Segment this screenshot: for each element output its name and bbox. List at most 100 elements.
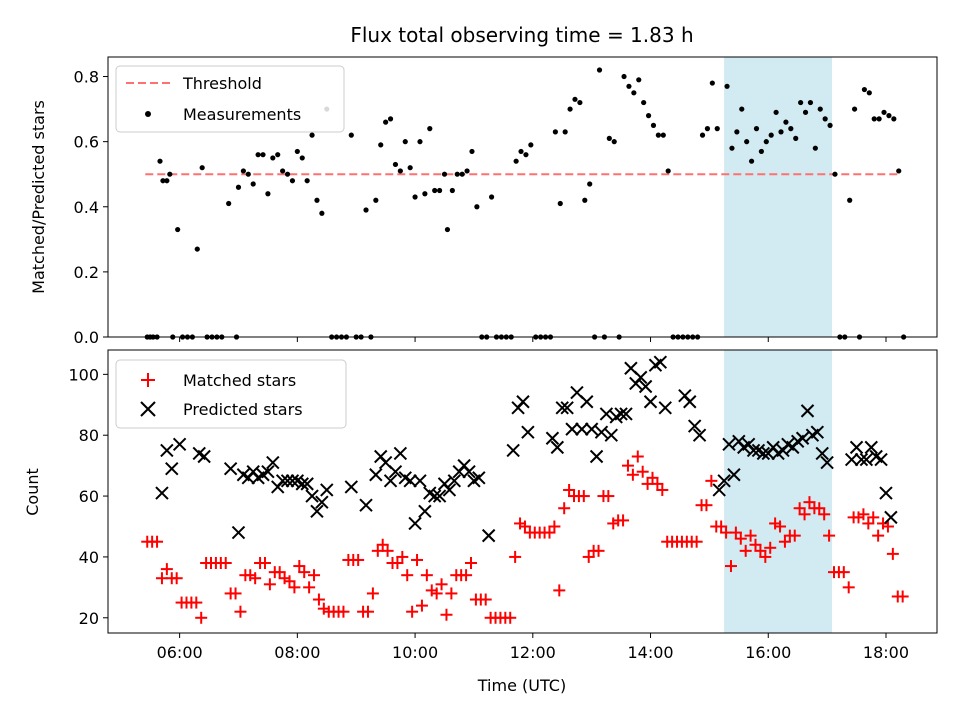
measurement-point bbox=[518, 148, 524, 155]
matched-star-point bbox=[298, 566, 311, 579]
matched-star-point bbox=[872, 529, 885, 542]
matched-star-point bbox=[886, 547, 899, 560]
measurement-point bbox=[407, 165, 413, 171]
measurement-point bbox=[699, 132, 706, 138]
predicted-star-point bbox=[223, 461, 238, 476]
predicted-star-point bbox=[643, 395, 658, 409]
measurement-point bbox=[427, 126, 433, 132]
predicted-star-point bbox=[727, 468, 741, 482]
y-tick-label: 60 bbox=[79, 487, 99, 506]
bottom-x-ticks: 06:00 08:00 10:00 12:00 14:00 16:00 18:00 bbox=[157, 633, 909, 662]
y-tick-label: 0.2 bbox=[74, 263, 99, 282]
measurement-point bbox=[444, 226, 451, 233]
top-highlight-layer bbox=[724, 57, 833, 337]
measurement-point bbox=[606, 135, 612, 141]
measurement-point bbox=[469, 148, 475, 155]
matched-star-point bbox=[881, 520, 894, 533]
predicted-star-point bbox=[506, 443, 520, 458]
measurement-point bbox=[724, 83, 730, 89]
measurement-point bbox=[513, 158, 519, 164]
matched-star-point bbox=[646, 471, 659, 484]
matched-star-point bbox=[813, 502, 826, 515]
measurement-point bbox=[449, 187, 455, 194]
y-tick-label: 0.0 bbox=[74, 328, 99, 347]
y-tick-label: 80 bbox=[79, 426, 99, 445]
measurement-point bbox=[284, 171, 291, 177]
matched-star-point bbox=[293, 560, 306, 573]
measurement-point bbox=[199, 165, 205, 171]
matched-star-point bbox=[867, 511, 880, 524]
x-tick-label: 08:00 bbox=[274, 643, 320, 662]
predicted-star-point bbox=[717, 474, 731, 488]
predicted-star-point bbox=[521, 425, 535, 439]
matched-star-point bbox=[288, 581, 301, 594]
predicted-star-point bbox=[315, 495, 329, 509]
predicted-star-point bbox=[442, 483, 457, 497]
matched-star-point bbox=[249, 572, 262, 585]
matched-star-point bbox=[504, 611, 517, 624]
matched-star-point bbox=[258, 557, 271, 570]
legend-threshold-label: Threshold bbox=[182, 74, 262, 93]
matched-star-point bbox=[636, 465, 649, 478]
measurement-point bbox=[378, 142, 384, 148]
measurement-point bbox=[748, 158, 755, 164]
predicted-star-point bbox=[844, 452, 859, 467]
legend-matched-label: Matched stars bbox=[183, 371, 296, 390]
measurement-point bbox=[891, 116, 897, 122]
predicted-star-point bbox=[231, 525, 246, 540]
measurement-point bbox=[621, 73, 627, 80]
predicted-star-point bbox=[653, 355, 668, 369]
matched-star-point bbox=[602, 490, 615, 503]
matched-star-point bbox=[190, 596, 203, 609]
matched-star-point bbox=[896, 590, 909, 603]
matched-star-point bbox=[219, 557, 232, 570]
measurement-point bbox=[788, 126, 794, 132]
predicted-star-point bbox=[879, 486, 893, 500]
legend-matched-swatch bbox=[141, 373, 155, 387]
matched-star-point bbox=[818, 508, 831, 521]
predicted-star-point bbox=[305, 489, 319, 503]
predicted-star-point bbox=[692, 428, 707, 442]
predicted-star-point bbox=[795, 431, 810, 445]
matched-star-point bbox=[592, 544, 605, 557]
predicted-star-point bbox=[619, 407, 633, 421]
matched-star-point bbox=[553, 584, 566, 597]
predicted-star-point bbox=[722, 437, 736, 452]
matched-star-point bbox=[842, 581, 855, 594]
predicted-star-point bbox=[815, 446, 829, 461]
measurement-point bbox=[861, 86, 868, 93]
predicted-star-point bbox=[432, 489, 447, 503]
predicted-stars-layer bbox=[155, 355, 898, 543]
matched-star-point bbox=[420, 569, 433, 582]
matched-star-point bbox=[381, 544, 394, 557]
predicted-star-point bbox=[280, 474, 295, 488]
measurement-point bbox=[392, 161, 399, 168]
predicted-star-point bbox=[584, 422, 599, 436]
matched-star-point bbox=[160, 563, 173, 576]
measurement-point bbox=[758, 148, 764, 155]
legend-predicted-label: Predicted stars bbox=[183, 400, 303, 419]
measurement-point bbox=[255, 152, 261, 158]
measurement-point bbox=[827, 122, 833, 128]
measurement-point bbox=[822, 116, 828, 122]
measurement-point bbox=[441, 171, 448, 177]
measurement-point bbox=[319, 210, 325, 216]
predicted-star-point bbox=[854, 452, 869, 467]
measurement-point bbox=[275, 152, 281, 158]
matched-star-point bbox=[651, 477, 664, 490]
matched-stars-layer bbox=[141, 450, 909, 624]
measurement-point bbox=[175, 226, 181, 233]
predicted-star-point bbox=[634, 370, 648, 385]
matched-star-point bbox=[361, 605, 374, 618]
predicted-star-point bbox=[800, 404, 815, 418]
matched-star-point bbox=[283, 575, 296, 588]
matched-star-point bbox=[411, 553, 424, 566]
matched-star-point bbox=[803, 496, 816, 509]
predicted-star-point bbox=[388, 465, 403, 479]
measurement-point bbox=[753, 126, 760, 132]
measurement-point bbox=[709, 80, 715, 86]
matched-star-point bbox=[705, 474, 718, 487]
predicted-star-point bbox=[413, 474, 427, 488]
measurement-point bbox=[260, 152, 266, 158]
predicted-star-point bbox=[638, 379, 653, 394]
